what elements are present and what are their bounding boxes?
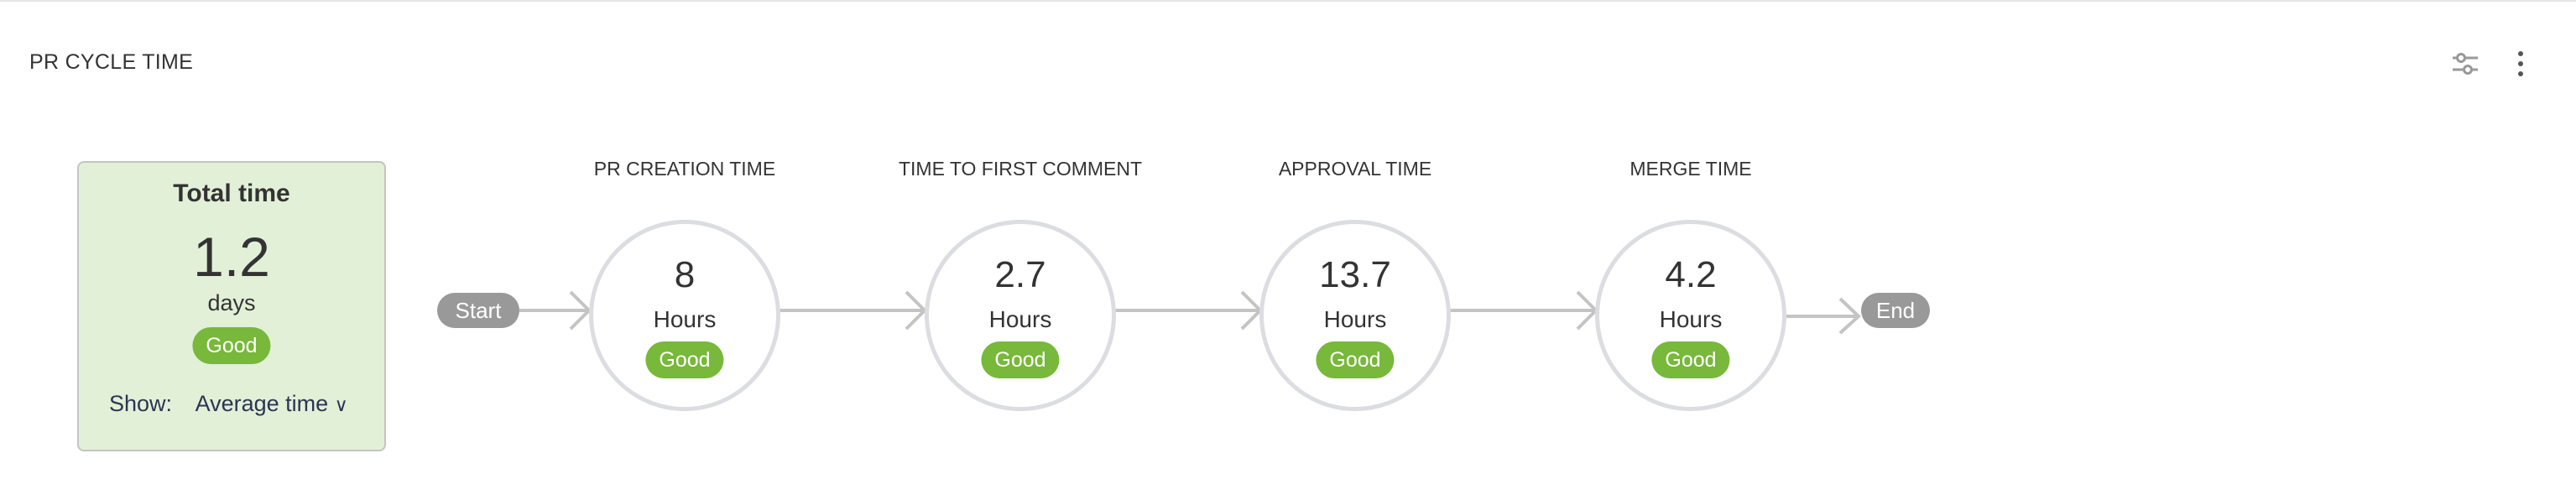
stage-label: MERGE TIME bbox=[1630, 158, 1752, 180]
total-time-unit: days bbox=[207, 290, 256, 315]
total-time-value: 1.2 bbox=[193, 226, 270, 288]
show-value: Average time bbox=[195, 391, 329, 416]
end-node: End bbox=[1861, 293, 1930, 328]
stage-unit: Hours bbox=[653, 306, 717, 332]
show-selector: Show: Average time ∨ bbox=[109, 391, 348, 417]
more-vertical-icon[interactable] bbox=[2500, 44, 2541, 84]
stage-first-comment[interactable]: 2.7 Hours Good bbox=[925, 220, 1116, 411]
total-time-card: Total time 1.2 days Good Show: Average t… bbox=[77, 161, 386, 451]
stage-value: 4.2 bbox=[1665, 254, 1717, 295]
stage-unit: Hours bbox=[988, 306, 1052, 332]
total-time-title: Total time bbox=[173, 180, 290, 207]
show-label: Show: bbox=[109, 391, 173, 416]
stage-merge[interactable]: 4.2 Hours Good bbox=[1595, 220, 1786, 411]
status-badge: Good bbox=[981, 341, 1060, 378]
top-divider bbox=[0, 0, 2576, 2]
stage-value: 13.7 bbox=[1319, 254, 1391, 295]
status-badge: Good bbox=[1316, 341, 1395, 378]
status-badge: Good bbox=[1651, 341, 1730, 378]
stage-pr-creation[interactable]: 8 Hours Good bbox=[589, 220, 780, 411]
stage-approval[interactable]: 13.7 Hours Good bbox=[1259, 220, 1451, 411]
chevron-down-icon: ∨ bbox=[334, 394, 348, 415]
stage-unit: Hours bbox=[1323, 306, 1387, 332]
stage-value: 8 bbox=[674, 254, 696, 295]
start-node: Start bbox=[437, 293, 519, 328]
status-badge: Good bbox=[645, 341, 724, 378]
arrow-head-icon bbox=[1838, 297, 1861, 335]
stage-value: 2.7 bbox=[994, 254, 1046, 295]
stage-unit: Hours bbox=[1659, 306, 1723, 332]
stage-label: PR CREATION TIME bbox=[593, 158, 776, 180]
widget-title: PR CYCLE TIME bbox=[29, 50, 194, 74]
status-badge: Good bbox=[192, 327, 271, 364]
stage-label: TIME TO FIRST COMMENT bbox=[898, 158, 1143, 180]
stage-label: APPROVAL TIME bbox=[1278, 158, 1432, 180]
sliders-icon[interactable] bbox=[2444, 44, 2485, 84]
show-dropdown[interactable]: Average time ∨ bbox=[196, 391, 348, 416]
